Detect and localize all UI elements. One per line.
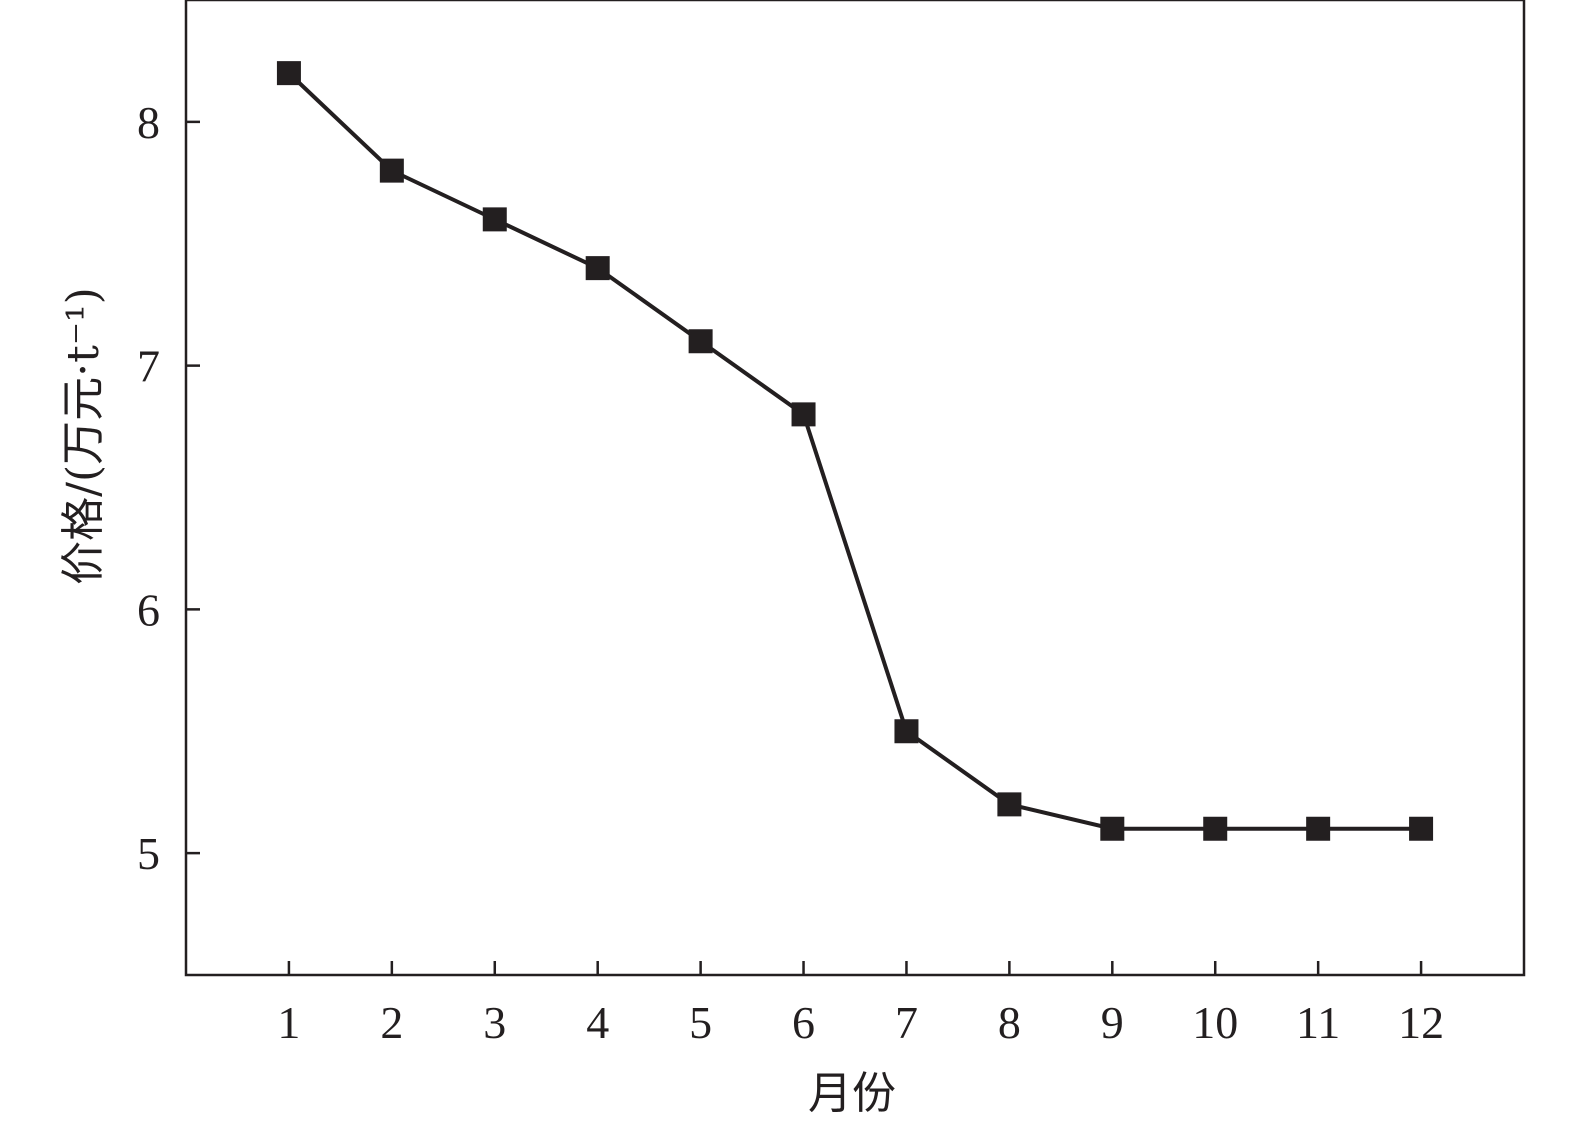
x-tick-label: 10 [1192,997,1238,1048]
x-tick-label: 9 [1101,997,1124,1048]
series-line [287,71,1422,831]
data-point-month-10 [1203,816,1228,841]
y-tick-label: 7 [137,341,160,392]
x-tick-label: 4 [586,997,609,1048]
y-axis-label: 价格/(万元·t⁻¹) [58,287,109,585]
x-tick-label: 11 [1296,997,1340,1048]
y-tick-label: 5 [137,828,160,879]
data-point-month-9 [1100,816,1125,841]
x-tick-label: 8 [998,997,1021,1048]
data-point-month-8 [997,792,1022,817]
data-point-month-6 [791,402,816,427]
x-tick-label: 1 [277,997,300,1048]
x-tick-label: 3 [483,997,506,1048]
data-point-month-2 [379,158,404,183]
y-axis: 5 6 7 8 [137,97,200,879]
series-price [276,61,1434,841]
x-tick-label: 7 [895,997,918,1048]
data-point-month-11 [1306,816,1331,841]
data-point-month-3 [482,207,507,232]
x-tick-label: 5 [689,997,712,1048]
x-tick-label: 12 [1398,997,1444,1048]
y-tick-label: 6 [137,584,160,635]
x-axis: 1 2 3 4 5 6 7 8 9 10 11 12 [277,961,1444,1048]
data-point-month-12 [1409,816,1434,841]
plot-frame [184,0,1526,977]
x-tick-label: 2 [380,997,403,1048]
x-tick-label: 6 [792,997,815,1048]
y-tick-label: 8 [137,97,160,148]
plot-area-border [184,0,1526,977]
x-axis-label: 月份 [808,1068,896,1119]
data-point-month-7 [894,719,919,744]
data-point-month-5 [688,329,713,354]
data-point-month-4 [585,256,610,281]
data-point-month-1 [276,61,301,86]
